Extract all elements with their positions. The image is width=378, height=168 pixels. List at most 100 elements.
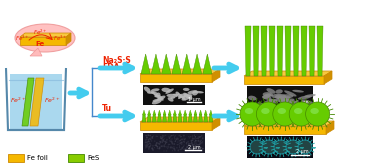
- Polygon shape: [168, 114, 172, 122]
- Ellipse shape: [182, 94, 187, 98]
- Ellipse shape: [170, 147, 172, 149]
- Polygon shape: [199, 110, 202, 115]
- Text: Na₂S·S: Na₂S·S: [102, 56, 131, 65]
- Ellipse shape: [150, 91, 158, 95]
- Ellipse shape: [194, 150, 195, 151]
- Ellipse shape: [194, 142, 195, 144]
- Ellipse shape: [157, 146, 158, 147]
- Ellipse shape: [190, 143, 191, 144]
- Ellipse shape: [160, 138, 161, 139]
- Ellipse shape: [159, 143, 161, 145]
- Ellipse shape: [198, 136, 199, 137]
- Ellipse shape: [155, 136, 157, 137]
- Ellipse shape: [145, 140, 147, 142]
- Ellipse shape: [187, 146, 188, 148]
- Ellipse shape: [181, 142, 182, 143]
- Ellipse shape: [195, 136, 196, 137]
- Ellipse shape: [152, 99, 162, 104]
- Ellipse shape: [149, 138, 150, 140]
- Ellipse shape: [196, 144, 198, 146]
- Ellipse shape: [198, 140, 199, 141]
- Polygon shape: [168, 110, 171, 115]
- Ellipse shape: [199, 144, 200, 145]
- Ellipse shape: [169, 140, 170, 141]
- Ellipse shape: [289, 100, 296, 103]
- Ellipse shape: [195, 140, 196, 141]
- Polygon shape: [189, 110, 192, 115]
- Ellipse shape: [151, 148, 152, 149]
- Ellipse shape: [162, 136, 163, 138]
- Ellipse shape: [155, 144, 156, 146]
- Ellipse shape: [151, 88, 160, 92]
- Ellipse shape: [183, 138, 184, 139]
- Ellipse shape: [152, 149, 153, 150]
- Ellipse shape: [176, 139, 177, 140]
- Ellipse shape: [179, 145, 180, 147]
- Ellipse shape: [178, 95, 182, 99]
- Ellipse shape: [170, 140, 172, 141]
- Polygon shape: [178, 110, 181, 115]
- Ellipse shape: [186, 147, 187, 149]
- Ellipse shape: [170, 136, 171, 138]
- Ellipse shape: [179, 135, 181, 136]
- Ellipse shape: [167, 148, 168, 149]
- Text: $Fe^{2+}$: $Fe^{2+}$: [33, 28, 47, 37]
- Ellipse shape: [162, 137, 164, 138]
- Polygon shape: [140, 117, 220, 122]
- Ellipse shape: [194, 144, 195, 145]
- Ellipse shape: [191, 144, 193, 146]
- Ellipse shape: [188, 148, 190, 149]
- Polygon shape: [163, 110, 166, 115]
- Ellipse shape: [147, 139, 149, 140]
- Polygon shape: [188, 114, 192, 122]
- Ellipse shape: [183, 141, 184, 142]
- Ellipse shape: [159, 147, 161, 148]
- Ellipse shape: [184, 139, 185, 140]
- Text: 2 μm: 2 μm: [188, 145, 201, 150]
- Ellipse shape: [182, 147, 183, 149]
- Ellipse shape: [286, 140, 300, 154]
- Ellipse shape: [152, 136, 153, 138]
- Ellipse shape: [261, 108, 270, 114]
- Polygon shape: [30, 78, 44, 126]
- Ellipse shape: [168, 97, 174, 102]
- Polygon shape: [178, 114, 182, 122]
- Ellipse shape: [163, 145, 164, 147]
- Ellipse shape: [170, 96, 175, 99]
- Text: Fe: Fe: [36, 40, 45, 47]
- Ellipse shape: [175, 135, 176, 137]
- Ellipse shape: [186, 143, 187, 144]
- Ellipse shape: [145, 145, 147, 147]
- Ellipse shape: [166, 139, 168, 140]
- Ellipse shape: [153, 135, 154, 137]
- Ellipse shape: [191, 140, 193, 141]
- Ellipse shape: [158, 143, 160, 144]
- Ellipse shape: [156, 142, 158, 144]
- Ellipse shape: [172, 143, 173, 144]
- Ellipse shape: [146, 142, 147, 143]
- Ellipse shape: [152, 136, 153, 137]
- Ellipse shape: [195, 136, 196, 137]
- Ellipse shape: [163, 136, 164, 137]
- Polygon shape: [174, 110, 177, 115]
- Ellipse shape: [159, 141, 161, 143]
- Ellipse shape: [160, 136, 161, 138]
- Polygon shape: [261, 26, 267, 76]
- Ellipse shape: [176, 139, 177, 140]
- Ellipse shape: [164, 138, 165, 140]
- Polygon shape: [183, 114, 187, 122]
- Ellipse shape: [192, 137, 194, 139]
- Ellipse shape: [156, 143, 157, 144]
- Ellipse shape: [262, 140, 276, 154]
- Ellipse shape: [160, 142, 161, 143]
- Ellipse shape: [280, 98, 294, 103]
- Ellipse shape: [155, 145, 156, 146]
- Ellipse shape: [156, 93, 161, 97]
- Ellipse shape: [149, 143, 151, 144]
- Ellipse shape: [177, 149, 179, 151]
- Ellipse shape: [181, 94, 192, 101]
- Ellipse shape: [150, 144, 151, 146]
- Ellipse shape: [192, 144, 194, 146]
- Ellipse shape: [197, 137, 199, 139]
- Ellipse shape: [162, 135, 163, 136]
